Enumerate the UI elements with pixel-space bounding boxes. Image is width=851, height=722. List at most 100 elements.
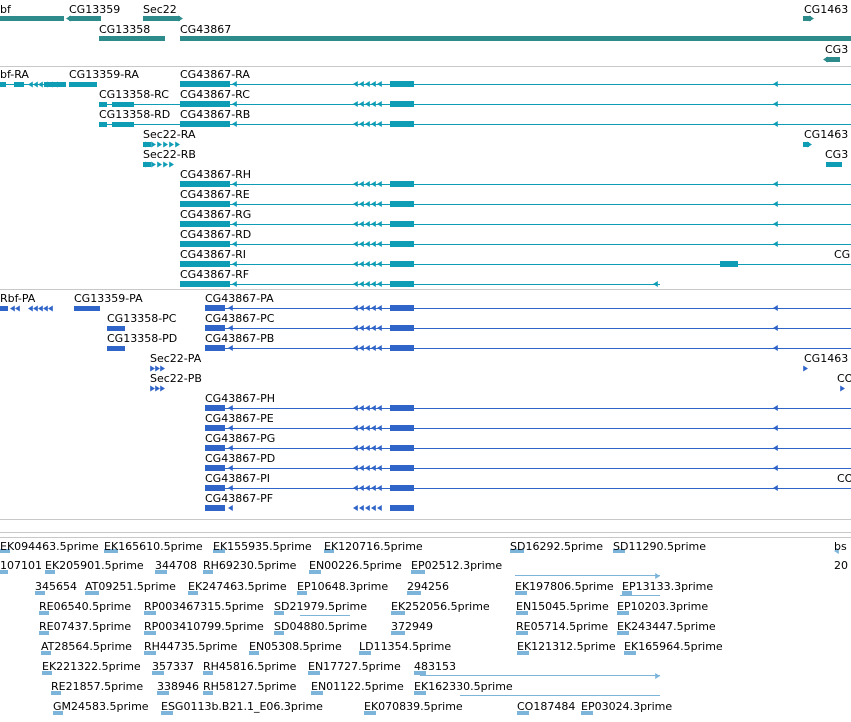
est-label[interactable]: EK165610.5prime — [104, 540, 203, 553]
transcript-label[interactable]: CG13358-RD — [99, 108, 171, 121]
est-label[interactable]: EN15045.5prime — [516, 600, 609, 613]
protein-label[interactable]: CG43867-PD — [205, 452, 276, 465]
protein-label[interactable]: CG43867-PG — [205, 432, 276, 445]
protein-label[interactable]: CO — [837, 372, 851, 385]
est-label[interactable]: EP02512.3prime — [411, 559, 503, 572]
protein-label[interactable]: CG43867-PA — [205, 292, 274, 305]
est-label[interactable]: RE05714.5prime — [516, 620, 609, 633]
protein-label[interactable]: Sec22-PA — [150, 352, 202, 365]
transcript-label[interactable]: CG43867-RD — [180, 228, 252, 241]
protein-label[interactable]: CG1463 — [804, 352, 849, 365]
exon-box — [180, 81, 230, 87]
est-label[interactable]: EK221322.5prime — [42, 660, 141, 673]
gene-label[interactable]: CG3 — [825, 43, 849, 56]
est-label[interactable]: EK197806.5prime — [515, 580, 614, 593]
protein-label[interactable]: Sec22-PB — [150, 372, 202, 385]
gene-label[interactable]: Sec22 — [143, 3, 177, 16]
transcript-label[interactable]: CG43867-RF — [180, 268, 250, 281]
est-label[interactable]: SD16292.5prime — [510, 540, 603, 553]
est-label[interactable]: SD21979.5prime — [274, 600, 367, 613]
protein-label[interactable]: CG43867-PI — [205, 472, 271, 485]
transcript-label[interactable]: CG43867-RE — [180, 188, 250, 201]
est-label[interactable]: GM24583.5prime — [53, 700, 149, 713]
est-label[interactable]: 338946 — [157, 680, 199, 693]
est-label[interactable]: SD11290.5prime — [613, 540, 706, 553]
transcript-label[interactable]: CG43867-RB — [180, 108, 251, 121]
protein-label[interactable]: CG13359-PA — [74, 292, 143, 305]
protein-label[interactable]: CG13358-PC — [107, 312, 177, 325]
est-label[interactable]: SD04880.5prime — [274, 620, 367, 633]
gene-label[interactable]: CG1463 — [804, 3, 849, 16]
est-label[interactable]: RH58127.5prime — [203, 680, 297, 693]
est-label[interactable]: RH69230.5prime — [203, 559, 297, 572]
transcript-label[interactable]: CG3 — [825, 148, 849, 161]
protein-label[interactable]: CG43867-PB — [205, 332, 275, 345]
transcript-label[interactable]: CG43867-RG — [180, 208, 252, 221]
est-label[interactable]: 357337 — [152, 660, 194, 673]
transcript-label[interactable]: CG43867-RA — [180, 68, 250, 81]
est-label[interactable]: CO187484 — [517, 700, 576, 713]
transcript-label[interactable]: CG43867-RH — [180, 168, 252, 181]
transcript-label[interactable]: CG — [834, 248, 851, 261]
est-label[interactable]: EK162330.5prime — [414, 680, 513, 693]
est-label[interactable]: RP003410799.5prime — [144, 620, 264, 633]
est-label[interactable]: EN00226.5prime — [309, 559, 402, 572]
protein-label[interactable]: CG13358-PD — [107, 332, 178, 345]
est-label[interactable]: 294256 — [407, 580, 449, 593]
est-label[interactable]: RH45816.5prime — [203, 660, 297, 673]
est-label[interactable]: 483153 — [414, 660, 456, 673]
gene-label[interactable]: CG43867 — [180, 23, 232, 36]
est-label[interactable]: LD11354.5prime — [359, 640, 452, 653]
est-label[interactable]: EK165964.5prime — [624, 640, 723, 653]
est-label[interactable]: EN01122.5prime — [311, 680, 404, 693]
est-label[interactable]: EP13133.3prime — [622, 580, 714, 593]
transcript-label[interactable]: CG1463 — [804, 128, 849, 141]
est-label[interactable]: EP10203.3prime — [617, 600, 709, 613]
est-label[interactable]: EK243447.5prime — [617, 620, 716, 633]
protein-label[interactable]: Rbf-PA — [0, 292, 36, 305]
est-label[interactable]: RE06540.5prime — [39, 600, 132, 613]
est-label[interactable]: EK120716.5prime — [324, 540, 423, 553]
est-label[interactable]: 107101 — [0, 559, 42, 572]
est-label[interactable]: RP003467315.5prime — [144, 600, 264, 613]
gene-label[interactable]: bf — [0, 3, 11, 16]
est-label[interactable]: ESG0113b.B21.1_E06.3prime — [161, 700, 323, 713]
protein-label[interactable]: CG43867-PH — [205, 392, 276, 405]
est-label[interactable]: EK205901.5prime — [45, 559, 144, 572]
transcript-label[interactable]: CG43867-RC — [180, 88, 250, 101]
gene-label[interactable]: CG13359 — [69, 3, 121, 16]
est-label[interactable]: 20 — [834, 559, 848, 572]
transcript-label[interactable]: bf-RA — [0, 68, 29, 81]
protein-label[interactable]: CO — [837, 472, 851, 485]
est-label[interactable]: EK252056.5prime — [391, 600, 490, 613]
est-label[interactable]: EK121312.5prime — [517, 640, 616, 653]
est-label[interactable]: RH44735.5prime — [144, 640, 238, 653]
est-label[interactable]: EK247463.5prime — [188, 580, 287, 593]
est-label[interactable]: RE07437.5prime — [39, 620, 132, 633]
est-label[interactable]: EK155935.5prime — [213, 540, 312, 553]
est-label[interactable]: bs — [834, 540, 847, 553]
transcript-label[interactable]: Sec22-RB — [143, 148, 196, 161]
est-label[interactable]: EK070839.5prime — [364, 700, 463, 713]
est-label[interactable]: AT28564.5prime — [41, 640, 132, 653]
transcript-label[interactable]: Sec22-RA — [143, 128, 196, 141]
gene-label[interactable]: CG13358 — [99, 23, 151, 36]
est-label[interactable]: EP03024.3prime — [581, 700, 673, 713]
protein-label[interactable]: CG43867-PC — [205, 312, 275, 325]
est-label[interactable]: EN05308.5prime — [249, 640, 342, 653]
est-label[interactable]: 345654 — [35, 580, 77, 593]
transcript-label[interactable]: CG43867-RI — [180, 248, 247, 261]
transcript-label[interactable]: CG13358-RC — [99, 88, 169, 101]
protein-label[interactable]: CG43867-PE — [205, 412, 274, 425]
est-label[interactable]: AT09251.5prime — [85, 580, 176, 593]
est-label[interactable]: 372949 — [391, 620, 433, 633]
exon-box — [205, 505, 225, 511]
est-label[interactable]: EN17727.5prime — [308, 660, 401, 673]
est-label[interactable]: 344708 — [155, 559, 197, 572]
transcript-label[interactable]: CG13359-RA — [69, 68, 139, 81]
est-label[interactable]: RE21857.5prime — [51, 680, 144, 693]
est-box — [515, 591, 527, 595]
protein-label[interactable]: CG43867-PF — [205, 492, 274, 505]
est-label[interactable]: EP10648.3prime — [297, 580, 389, 593]
est-label[interactable]: EK094463.5prime — [0, 540, 99, 553]
